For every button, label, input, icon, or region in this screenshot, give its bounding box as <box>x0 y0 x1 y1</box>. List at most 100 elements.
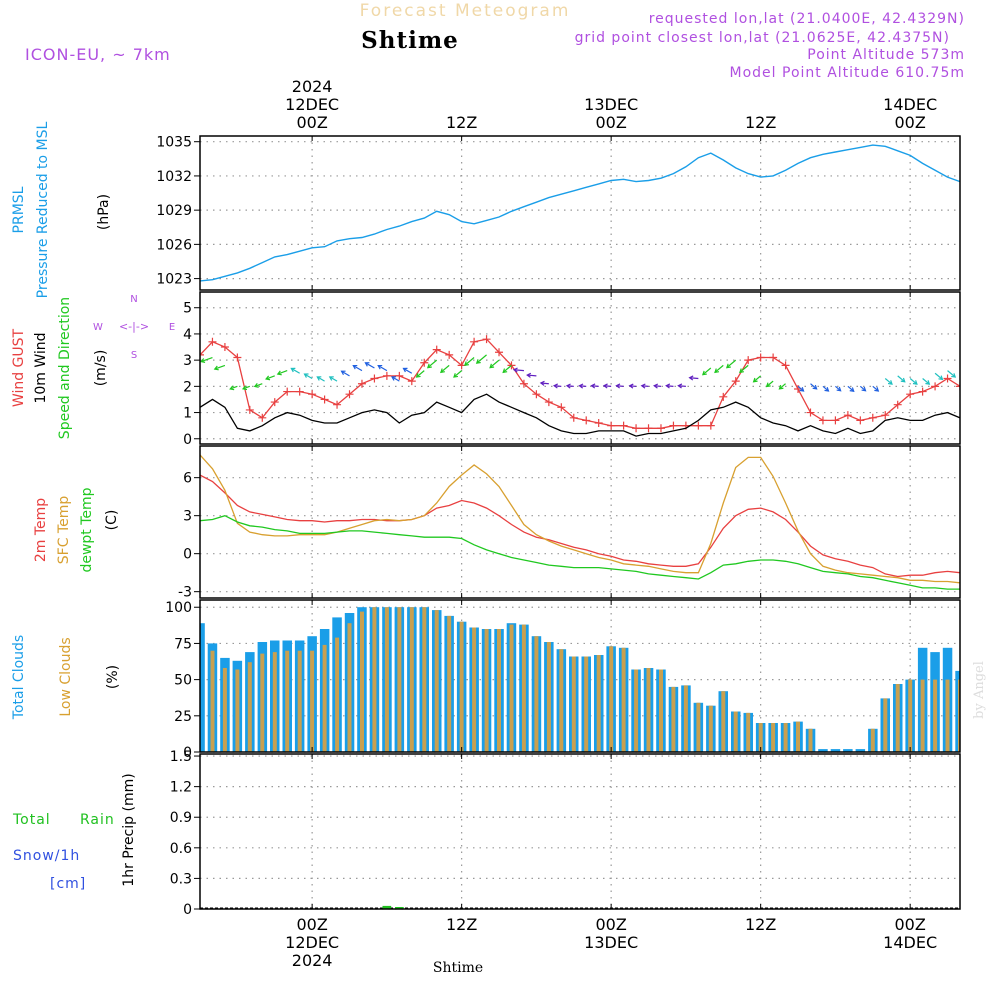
time-label-top: 00Z <box>595 113 626 132</box>
wind-arrow-head <box>874 386 880 392</box>
wind-direction-arrow <box>739 364 749 373</box>
wind-direction-arrow <box>702 367 712 376</box>
label-precip-mm: 1hr Precip (mm) <box>121 773 137 886</box>
gust-marker <box>283 387 292 396</box>
panel-frame <box>199 753 961 910</box>
wind-direction-arrow <box>329 376 338 382</box>
wind-arrow-head <box>489 363 495 369</box>
wind-direction-arrow <box>242 385 251 390</box>
wind-arrow-head <box>799 386 805 392</box>
watermark: by Angel <box>972 661 987 719</box>
footer-location: Shtime <box>433 960 483 976</box>
gust-marker <box>370 374 379 383</box>
label-dewpt-temp: dewpt Temp <box>79 487 95 572</box>
bar-total-clouds <box>200 623 205 752</box>
wind-direction-arrow <box>540 382 549 385</box>
y-tick-label: 1.5 <box>170 749 192 765</box>
gust-marker <box>200 350 204 359</box>
wind-arrow-head <box>229 385 235 391</box>
wind-arrow-head <box>765 382 771 388</box>
wind-arrow-head <box>565 383 571 389</box>
y-tick-label: 1029 <box>156 203 192 219</box>
bar-low-clouds <box>621 647 626 752</box>
bar-low-clouds <box>210 650 215 752</box>
y-tick-label: 6 <box>183 471 192 487</box>
location-title: Shtime <box>361 27 459 54</box>
y-tick-label: 1.2 <box>170 780 192 796</box>
label-snow: Snow/1h <box>13 848 80 864</box>
y-tick-label: 1026 <box>156 237 192 253</box>
wind-direction-arrow <box>872 385 879 392</box>
label-cm: [cm] <box>50 876 86 892</box>
gust-marker <box>445 350 454 359</box>
wind-direction-arrow <box>678 385 686 387</box>
wind-direction-arrow <box>797 385 804 392</box>
gust-marker <box>582 416 591 425</box>
wind-direction-arrow <box>909 378 918 385</box>
wind-arrow-head <box>276 370 282 376</box>
time-label-top: 12Z <box>745 113 776 132</box>
y-tick-label: 3 <box>183 509 192 525</box>
wind-arrow-head <box>938 375 944 381</box>
gust-marker <box>818 416 827 425</box>
time-label-bottom: 2024 <box>292 951 333 970</box>
wind-arrow-head <box>352 364 358 370</box>
wind-direction-arrow <box>489 359 500 369</box>
wind-arrow-head <box>402 367 408 373</box>
wind-arrow-head <box>615 383 621 389</box>
bar-low-clouds <box>571 656 576 752</box>
wind-direction-arrow <box>603 385 612 387</box>
wind-arrow-head <box>778 384 784 390</box>
series-line-10m-wind <box>200 393 960 437</box>
series-line-2m-temp <box>200 474 960 578</box>
bar-rain <box>382 905 392 909</box>
wind-arrow-head <box>714 368 720 374</box>
panel-temperature: -3 0 3 6 <box>178 445 961 601</box>
wind-arrow-head <box>377 364 383 370</box>
y-tick-label: 0 <box>183 547 192 563</box>
gust-marker <box>208 337 217 346</box>
bar-low-clouds <box>796 721 800 752</box>
bar-low-clouds <box>945 679 950 752</box>
bar-low-clouds <box>322 644 327 752</box>
series-line-sfc-temp <box>200 454 960 584</box>
time-label-bottom: 12Z <box>745 915 776 934</box>
wind-direction-arrow <box>884 378 893 385</box>
bar-low-clouds <box>733 711 738 752</box>
panel-frame <box>199 445 961 599</box>
label-prmsl: PRMSL <box>11 186 27 233</box>
wind-direction-arrow <box>254 383 263 388</box>
bar-low-clouds <box>683 685 688 752</box>
gust-marker <box>694 421 703 430</box>
wind-direction-arrow <box>726 359 737 369</box>
gust-marker <box>956 382 960 391</box>
gust-marker <box>333 400 342 409</box>
bar-low-clouds <box>335 637 340 752</box>
gust-marker <box>744 356 753 365</box>
label-pressure-msl: Pressure Reduced to MSL <box>35 121 51 298</box>
wind-direction-arrow <box>972 376 977 384</box>
wind-arrow-head <box>200 358 206 363</box>
wind-direction-arrow <box>502 364 512 373</box>
bar-low-clouds <box>285 650 290 752</box>
gust-marker <box>594 419 603 428</box>
panel-frame <box>199 599 961 753</box>
wind-arrow-head <box>440 368 445 374</box>
wind-direction-arrow <box>666 385 674 387</box>
y-tick-label: 0 <box>183 745 192 761</box>
wind-compass: N <-|-> W E S <box>93 294 175 361</box>
gust-marker <box>220 343 229 352</box>
time-label-bottom: 12Z <box>446 915 477 934</box>
time-label-bottom: 14DEC <box>883 933 937 952</box>
bar-low-clouds <box>771 723 776 752</box>
label-ms: (m/s) <box>93 350 109 387</box>
wind-arrow-head <box>725 363 731 369</box>
wind-direction-arrow <box>464 357 475 366</box>
wind-direction-arrow <box>317 376 325 382</box>
plot-area <box>200 454 960 590</box>
gust-marker <box>544 398 553 407</box>
gust-marker <box>258 413 267 422</box>
bar-low-clouds <box>746 712 751 752</box>
label-hpa: (hPa) <box>96 194 112 230</box>
